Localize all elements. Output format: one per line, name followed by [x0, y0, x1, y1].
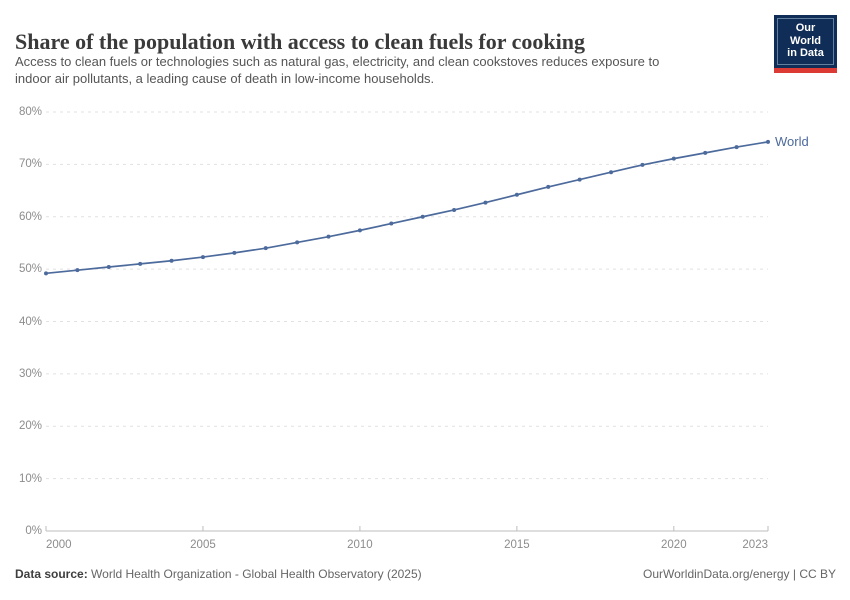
data-point [326, 234, 331, 239]
data-point [452, 207, 457, 212]
x-tick-label: 2020 [661, 539, 687, 551]
data-point [420, 214, 425, 219]
data-point [44, 271, 48, 276]
data-point [671, 156, 676, 161]
owid-logo-text: Our World in Data [777, 18, 834, 65]
x-tick-label: 2023 [742, 539, 768, 551]
data-point [75, 268, 80, 273]
data-point [483, 200, 488, 205]
owid-logo-text-line1: Our World [790, 22, 821, 47]
data-point [734, 145, 739, 150]
owid-logo-box: Our World in Data [774, 15, 837, 68]
data-point [232, 250, 237, 255]
chart-subtitle: Access to clean fuels or technologies su… [15, 53, 659, 87]
data-point [640, 162, 645, 167]
data-point [389, 221, 394, 226]
y-tick-label: 30% [18, 367, 42, 380]
data-point [703, 150, 708, 155]
data-point [106, 265, 111, 270]
y-tick-label: 60% [18, 210, 42, 223]
owid-logo-red-bar [774, 67, 837, 73]
series-label-world[interactable]: World [775, 133, 809, 149]
y-tick-label: 10% [18, 472, 42, 485]
data-point [766, 139, 770, 144]
x-tick-label: 2005 [190, 539, 216, 551]
data-point [169, 258, 174, 263]
data-source: Data source: World Health Organization -… [15, 567, 422, 581]
y-tick-label: 40% [18, 315, 42, 328]
x-tick-label: 2010 [347, 539, 373, 551]
y-tick-label: 0% [25, 525, 42, 537]
chart-subtitle-line2: indoor air pollutants, a leading cause o… [15, 71, 435, 86]
data-point [546, 184, 551, 189]
owid-logo[interactable]: Our World in Data [774, 15, 837, 73]
credit-link[interactable]: OurWorldinData.org/energy | CC BY [643, 567, 836, 581]
x-tick-label: 2000 [46, 539, 72, 551]
data-point [200, 255, 205, 260]
x-tick-label: 2015 [504, 539, 530, 551]
owid-logo-text-line2: in Data [787, 47, 824, 59]
data-point [514, 192, 519, 197]
data-source-text: World Health Organization - Global Healt… [87, 567, 422, 581]
data-point [263, 246, 268, 251]
y-tick-label: 20% [18, 420, 42, 433]
data-point [609, 170, 614, 175]
y-tick-label: 80% [18, 106, 42, 118]
data-point [357, 228, 362, 233]
y-tick-label: 50% [18, 263, 42, 276]
data-point [577, 177, 582, 182]
data-point [295, 240, 300, 245]
data-source-label: Data source: [15, 567, 88, 581]
data-point [138, 261, 143, 266]
world-line [45, 141, 769, 275]
chart-title: Share of the population with access to c… [15, 28, 585, 54]
y-tick-label: 70% [18, 158, 42, 171]
chart-subtitle-line1: Access to clean fuels or technologies su… [15, 54, 660, 69]
